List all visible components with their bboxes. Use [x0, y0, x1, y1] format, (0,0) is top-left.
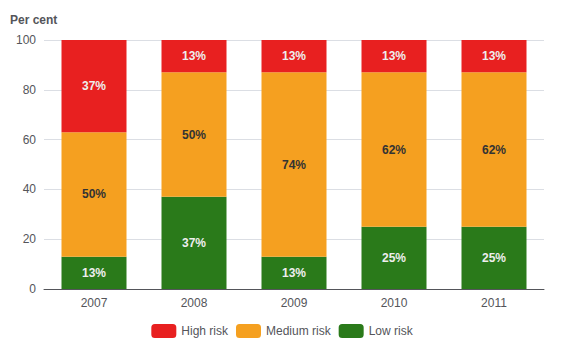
- svg-text:100: 100: [16, 33, 36, 47]
- svg-text:2009: 2009: [281, 296, 308, 310]
- svg-text:Medium risk: Medium risk: [266, 324, 332, 338]
- svg-text:20: 20: [23, 232, 37, 246]
- svg-text:13%: 13%: [382, 49, 406, 63]
- svg-text:2007: 2007: [81, 296, 108, 310]
- svg-text:74%: 74%: [282, 158, 306, 172]
- svg-text:80: 80: [23, 83, 37, 97]
- svg-text:13%: 13%: [282, 266, 306, 280]
- svg-text:50%: 50%: [82, 187, 106, 201]
- svg-text:2010: 2010: [381, 296, 408, 310]
- svg-text:Per cent: Per cent: [10, 13, 57, 27]
- svg-text:Low risk: Low risk: [369, 324, 414, 338]
- svg-text:37%: 37%: [82, 79, 106, 93]
- svg-text:0: 0: [29, 282, 36, 296]
- svg-text:High risk: High risk: [181, 324, 229, 338]
- svg-text:50%: 50%: [182, 128, 206, 142]
- svg-text:13%: 13%: [482, 49, 506, 63]
- svg-text:62%: 62%: [382, 143, 406, 157]
- svg-text:62%: 62%: [482, 143, 506, 157]
- svg-text:37%: 37%: [182, 236, 206, 250]
- svg-text:2008: 2008: [181, 296, 208, 310]
- svg-text:25%: 25%: [382, 251, 406, 265]
- svg-text:2011: 2011: [481, 296, 507, 310]
- svg-text:13%: 13%: [182, 49, 206, 63]
- svg-text:40: 40: [23, 182, 37, 196]
- svg-text:13%: 13%: [82, 266, 106, 280]
- svg-text:13%: 13%: [282, 49, 306, 63]
- svg-text:25%: 25%: [482, 251, 506, 265]
- svg-text:60: 60: [23, 133, 37, 147]
